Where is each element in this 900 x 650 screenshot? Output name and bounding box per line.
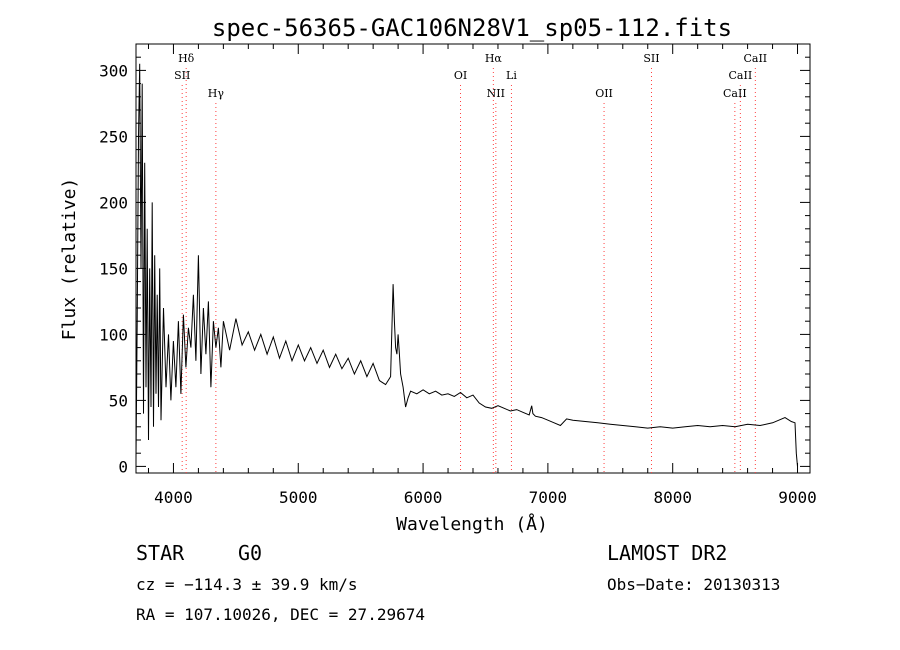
y-tick-label: 200	[99, 193, 128, 212]
x-axis: 4000 5000 6000 7000 8000 9000	[147, 44, 817, 507]
line-marker-label: Hδ	[178, 52, 195, 65]
line-marker-label: OI	[454, 69, 467, 82]
x-tick-label: 8000	[653, 488, 692, 507]
y-tick-label: 0	[118, 457, 128, 476]
line-marker-label: CaII	[743, 52, 767, 65]
x-axis-label: Wavelength (Å)	[396, 513, 548, 535]
y-tick-label: 150	[99, 259, 128, 278]
x-tick-label: 5000	[279, 488, 318, 507]
y-tick-label: 100	[99, 325, 128, 344]
line-marker-label: Hα	[485, 52, 503, 65]
obs-date: Obs−Date: 20130313	[607, 575, 780, 594]
line-marker-label: CaII	[723, 87, 747, 100]
y-tick-label: 50	[109, 391, 128, 410]
object-subclass: G0	[238, 541, 262, 565]
y-axis: 0 50 100 150 200 250 300	[99, 56, 810, 476]
y-tick-label: 250	[99, 127, 128, 146]
y-axis-label: Flux (relative)	[59, 178, 80, 341]
plot-frame	[135, 43, 811, 474]
redshift-text: cz = −114.3 ± 39.9 km/s	[136, 575, 358, 594]
line-marker-label: Hγ	[208, 87, 225, 100]
x-tick-label: 4000	[154, 488, 193, 507]
x-tick-label: 6000	[404, 488, 443, 507]
survey-name: LAMOST DR2	[607, 541, 727, 565]
object-class: STAR	[136, 541, 185, 565]
line-marker-label: OII	[595, 87, 613, 100]
spectrum-line	[135, 63, 798, 467]
line-marker-label: SII	[174, 69, 190, 82]
line-marker-label: NII	[487, 87, 505, 100]
coordinates-text: RA = 107.10026, DEC = 27.29674	[136, 605, 425, 624]
chart-title: spec-56365-GAC106N28V1_sp05-112.fits	[212, 14, 732, 42]
line-marker-label: SII	[643, 52, 659, 65]
line-marker-label: CaII	[729, 69, 753, 82]
y-tick-label: 300	[99, 61, 128, 80]
line-marker-label: Li	[506, 69, 517, 82]
x-tick-label: 9000	[778, 488, 817, 507]
x-tick-label: 7000	[529, 488, 568, 507]
